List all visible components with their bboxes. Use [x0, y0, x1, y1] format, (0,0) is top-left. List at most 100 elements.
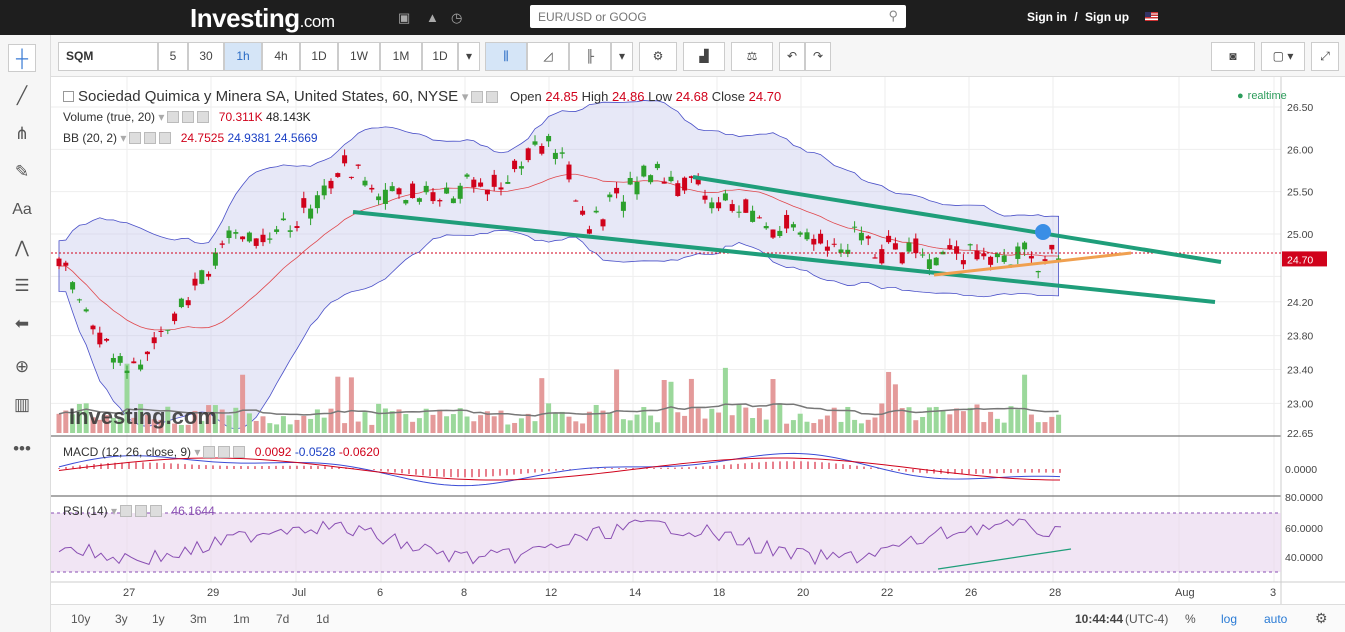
- briefcase-icon[interactable]: ▣: [398, 10, 411, 25]
- range-7d[interactable]: 7d: [276, 612, 290, 626]
- range-1y[interactable]: 1y: [152, 612, 165, 626]
- indicators-icon[interactable]: ▟: [683, 42, 725, 71]
- sign-in-link[interactable]: Sign in: [1027, 10, 1067, 24]
- zoom-icon[interactable]: ⊕: [14, 357, 30, 376]
- compare-icon[interactable]: ⚖: [731, 42, 773, 71]
- more-icon[interactable]: •••: [13, 439, 31, 458]
- volume-bar: [396, 409, 402, 433]
- range-1d[interactable]: 1d: [316, 612, 330, 626]
- range-3m[interactable]: 3m: [190, 612, 207, 626]
- volume-bar: [260, 416, 266, 433]
- date-axis-label: 8: [461, 587, 467, 599]
- volume-bar: [240, 374, 246, 433]
- volume-bar: [994, 418, 1000, 433]
- interval-1m[interactable]: 1M: [380, 42, 422, 71]
- pattern-icon[interactable]: ⋀: [15, 238, 29, 257]
- volume-bar: [457, 408, 463, 433]
- interval-4h[interactable]: 4h: [262, 42, 300, 71]
- legend-dropdown-icon[interactable]: ▾: [461, 89, 469, 104]
- candle-body: [240, 236, 246, 240]
- volume-bar: [899, 408, 905, 433]
- layout-icon[interactable]: ▢ ▾: [1261, 42, 1305, 71]
- rsi-dropdown-icon[interactable]: ▾: [111, 504, 118, 518]
- candles-icon[interactable]: ⫼: [485, 42, 527, 71]
- volume-bar: [804, 421, 810, 433]
- watermark: Investing.com: [69, 404, 217, 429]
- macd-settings-icon[interactable]: [203, 446, 216, 458]
- chart-canvas[interactable]: 26.50 26.00 25.50 25.00 24.70 24.20 23.80 23.40…: [51, 77, 1345, 632]
- fullscreen-icon[interactable]: ⤢: [1311, 42, 1339, 71]
- volume-bar: [634, 414, 640, 433]
- chart-settings-gear-icon[interactable]: ⚙: [1315, 610, 1328, 626]
- volume-bar: [920, 416, 926, 433]
- range-10y[interactable]: 10y: [71, 612, 91, 626]
- chart-area[interactable]: 26.50 26.00 25.50 25.00 24.70 24.20 23.80 23.40…: [51, 77, 1345, 632]
- interval-1w[interactable]: 1W: [338, 42, 380, 71]
- text-icon[interactable]: Aa: [12, 201, 32, 218]
- redo-icon[interactable]: ↷: [805, 42, 831, 71]
- legend-hide-icon[interactable]: [486, 91, 499, 103]
- camera-icon[interactable]: ◙: [1211, 42, 1255, 71]
- symbol-input[interactable]: SQM: [58, 42, 158, 71]
- macd-hide-icon[interactable]: [218, 446, 231, 458]
- date-axis-label: 20: [797, 587, 809, 599]
- interval-custom[interactable]: 1D: [422, 42, 458, 71]
- undo-icon[interactable]: ↶: [779, 42, 805, 71]
- date-axis-label: 3: [1270, 587, 1276, 599]
- back-arrow-icon[interactable]: ⬅: [14, 314, 30, 333]
- bb-dropdown-icon[interactable]: ▾: [120, 131, 127, 145]
- auto-toggle[interactable]: auto: [1264, 612, 1288, 626]
- macd-close-icon[interactable]: [233, 446, 246, 458]
- brush-icon[interactable]: ✎: [14, 162, 30, 181]
- interval-30[interactable]: 30: [188, 42, 224, 71]
- legend-settings-icon[interactable]: [471, 91, 484, 103]
- timezone[interactable]: (UTC-4): [1125, 612, 1169, 626]
- site-logo[interactable]: Investing.com: [190, 3, 335, 33]
- interval-1d[interactable]: 1D: [300, 42, 338, 71]
- bell-icon[interactable]: ▲: [426, 10, 439, 25]
- collapse-box-icon[interactable]: [63, 91, 74, 102]
- volume-bar: [117, 419, 123, 433]
- measure-icon[interactable]: ☰: [14, 276, 30, 295]
- volume-bar: [348, 377, 354, 433]
- trendline-icon[interactable]: ╱: [16, 86, 28, 105]
- interval-1h[interactable]: 1h: [224, 42, 262, 71]
- interval-5[interactable]: 5: [158, 42, 188, 71]
- rsi-hide-icon[interactable]: [135, 505, 148, 517]
- rsi-close-icon[interactable]: [150, 505, 163, 517]
- range-1m[interactable]: 1m: [233, 612, 250, 626]
- volume-label: Volume (true, 20): [63, 110, 156, 124]
- fork-icon[interactable]: ⋔: [14, 124, 30, 143]
- us-flag-icon[interactable]: [1145, 12, 1158, 21]
- settings-icon[interactable]: ⚙: [639, 42, 677, 71]
- crosshair-icon[interactable]: ┼: [8, 44, 36, 72]
- rsi-value: 46.1644: [171, 504, 215, 518]
- search-box[interactable]: ⚲: [530, 5, 906, 28]
- search-icon[interactable]: ⚲: [888, 8, 898, 23]
- volume-settings-icon[interactable]: [167, 111, 180, 123]
- search-input[interactable]: [530, 5, 870, 28]
- candle-body: [389, 186, 395, 192]
- chart-type-dropdown-icon[interactable]: ▾: [611, 42, 633, 71]
- volume-bar: [654, 422, 660, 433]
- macd-dropdown-icon[interactable]: ▾: [194, 445, 201, 459]
- open-value: 24.85: [545, 89, 578, 104]
- rsi-settings-icon[interactable]: [120, 505, 133, 517]
- sign-up-link[interactable]: Sign up: [1085, 10, 1130, 24]
- ruler-icon[interactable]: ▥: [13, 395, 31, 414]
- interval-dropdown-icon[interactable]: ▾: [458, 42, 480, 71]
- volume-close-icon[interactable]: [197, 111, 210, 123]
- log-toggle[interactable]: log: [1221, 612, 1238, 626]
- volume-hide-icon[interactable]: [182, 111, 195, 123]
- clock-icon[interactable]: ◷: [451, 10, 463, 25]
- candle-body: [709, 202, 715, 209]
- percent-toggle[interactable]: %: [1185, 612, 1196, 626]
- bb-settings-icon[interactable]: [129, 132, 142, 144]
- range-3y[interactable]: 3y: [115, 612, 128, 626]
- bb-hide-icon[interactable]: [144, 132, 157, 144]
- area-chart-icon[interactable]: ◿: [527, 42, 569, 71]
- bars-icon[interactable]: ╟: [569, 42, 611, 71]
- volume-dropdown-icon[interactable]: ▾: [158, 110, 165, 124]
- bb-close-icon[interactable]: [159, 132, 172, 144]
- macd-signal-line: [58, 457, 1061, 481]
